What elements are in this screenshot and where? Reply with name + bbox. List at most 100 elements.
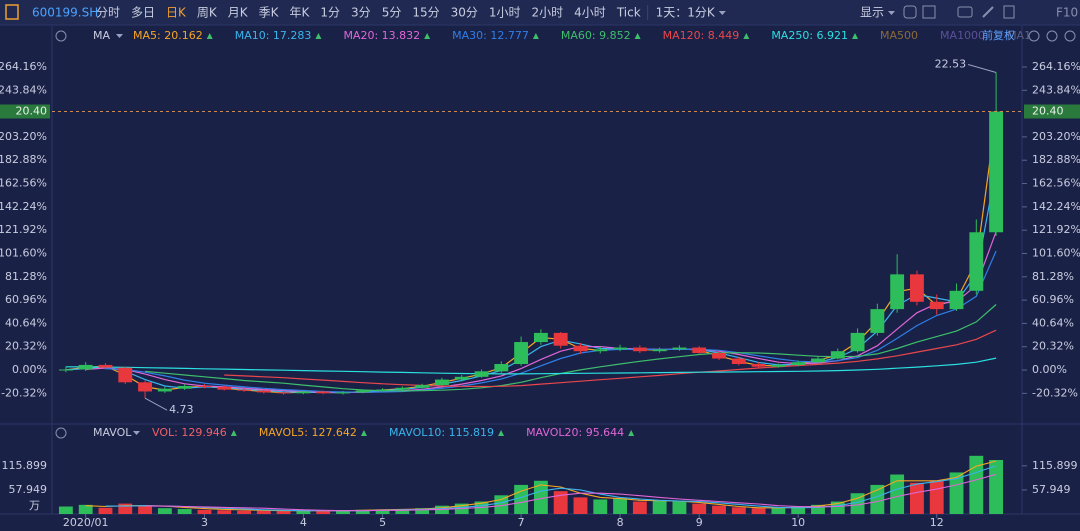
y-tick-label-right: 243.84% <box>1032 83 1080 96</box>
candle-body <box>850 332 865 352</box>
candle-body <box>672 347 687 350</box>
display-menu[interactable]: 显示 <box>860 6 884 20</box>
last-price-label: 20.40 <box>1032 104 1064 117</box>
x-tick-label: 12 <box>930 516 944 529</box>
candle-body <box>910 274 924 302</box>
volume-bar <box>177 509 192 514</box>
mavol-line <box>85 460 997 512</box>
y-tick-label: 57.949 <box>9 483 48 496</box>
legend-item: MA10: 17.283 <box>235 29 312 42</box>
legend-item: MA20: 13.832 <box>343 29 420 42</box>
volume-bar <box>533 480 548 514</box>
candle-body <box>435 379 449 386</box>
indicator-name[interactable]: MAVOL <box>93 426 132 439</box>
period-tab[interactable]: 季K <box>259 6 280 20</box>
y-tick-label: 203.20% <box>0 130 47 143</box>
mavol-line <box>105 465 997 512</box>
period-tab[interactable]: 1小时 <box>489 6 521 20</box>
f10-button[interactable]: F10 <box>1056 6 1078 20</box>
volume-bar <box>929 480 944 514</box>
candle-body <box>553 332 568 346</box>
period-tab[interactable]: Tick <box>616 6 641 20</box>
candle-body <box>791 362 806 365</box>
settings-icon[interactable] <box>55 427 67 439</box>
unit-label: 万 <box>29 499 40 512</box>
interval-select[interactable]: 1天：1分K <box>656 6 716 20</box>
volume-bar <box>375 509 390 514</box>
trend-icon <box>498 430 505 436</box>
close-icon[interactable] <box>1064 30 1076 42</box>
dropdown-icon <box>133 431 140 435</box>
x-tick-label: 10 <box>791 516 805 529</box>
trend-icon <box>852 33 859 39</box>
period-tab[interactable]: 月K <box>228 6 249 20</box>
checkbox-icon[interactable] <box>922 5 936 19</box>
candle-body <box>632 347 647 352</box>
volume-bar <box>731 507 746 514</box>
volume-bar <box>296 510 311 514</box>
ma-line <box>145 304 997 392</box>
y-tick-label-right: 40.64% <box>1032 316 1074 329</box>
volume-bar <box>811 504 825 514</box>
candle-body <box>58 369 73 371</box>
y-tick-label: 121.92% <box>0 223 47 236</box>
volume-bar <box>78 504 93 514</box>
trend-icon <box>360 430 367 436</box>
symbol[interactable]: 600199.SH <box>32 6 98 20</box>
candle-body <box>652 349 667 352</box>
volume-bar <box>395 509 410 514</box>
period-tab[interactable]: 4小时 <box>574 6 606 20</box>
indicator-name[interactable]: MA <box>93 29 110 42</box>
volume-bar <box>98 507 113 514</box>
y-tick-label: 60.96% <box>5 293 47 306</box>
candle-body <box>78 364 93 370</box>
y-tick-label-right: 142.24% <box>1032 200 1080 213</box>
candle-body <box>237 389 251 391</box>
dropdown-icon <box>718 11 726 15</box>
period-tab[interactable]: 3分 <box>351 6 371 20</box>
volume-bar <box>672 501 687 514</box>
period-tab[interactable]: 15分 <box>412 6 439 20</box>
candle-body <box>217 386 232 390</box>
y-tick-label: 115.899 <box>2 459 48 472</box>
period-tab[interactable]: 周K <box>197 6 218 20</box>
period-tab[interactable]: 分时 <box>96 6 120 20</box>
candle-body <box>474 371 489 377</box>
leader-line <box>967 64 997 74</box>
menu-icon[interactable] <box>5 4 19 20</box>
y-tick-label-right: 57.949 <box>1032 483 1071 496</box>
adjust-select[interactable]: 前复权 <box>982 28 1015 42</box>
settings-icon[interactable] <box>903 5 917 19</box>
ma-line <box>65 357 997 375</box>
period-tab[interactable]: 30分 <box>451 6 478 20</box>
volume-bar <box>850 493 865 514</box>
period-tab[interactable]: 2小时 <box>532 6 564 20</box>
period-tab[interactable]: 1分 <box>320 6 340 20</box>
y-tick-label: 20.32% <box>5 340 47 353</box>
candle-body <box>197 385 212 387</box>
volume-bar <box>692 503 707 514</box>
trash-icon[interactable] <box>1003 5 1015 19</box>
candle-body <box>533 332 548 343</box>
legend-item-inactive[interactable]: MA1000 <box>940 29 985 42</box>
legend-item-inactive[interactable]: MA500 <box>880 29 918 42</box>
volume-bar <box>316 510 331 514</box>
last-price-tag <box>0 104 50 119</box>
period-tab[interactable]: 5分 <box>382 6 402 20</box>
candle-body <box>771 364 786 367</box>
camera-icon[interactable] <box>957 6 973 18</box>
volume-bar <box>632 501 647 514</box>
legend-item-inactive[interactable]: MA1 <box>1007 29 1031 42</box>
volume-bar <box>276 511 291 514</box>
period-tab[interactable]: 多日 <box>131 6 155 20</box>
period-tab[interactable]: 年K <box>290 6 311 20</box>
candle-body <box>316 391 331 394</box>
period-tab[interactable]: 日K <box>166 6 187 20</box>
zoom-icon[interactable] <box>1046 30 1058 42</box>
collapse-icon[interactable] <box>1028 30 1040 42</box>
draw-icon[interactable] <box>982 6 994 18</box>
settings-icon[interactable] <box>55 30 67 42</box>
candle-body <box>494 364 509 372</box>
